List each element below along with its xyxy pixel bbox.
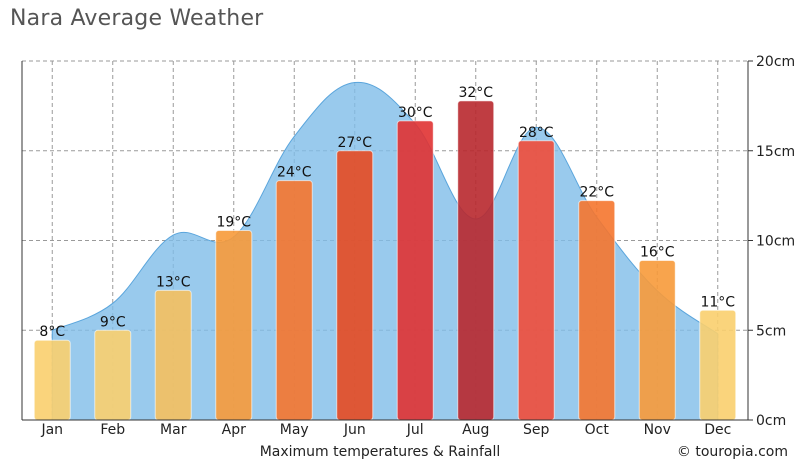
x-tick-label: May xyxy=(280,422,309,438)
x-tick-label: Dec xyxy=(704,422,731,438)
x-tick-label: Feb xyxy=(100,422,125,438)
y-axis-tick-labels: 0cm 5cm 10cm 15cm 20cm xyxy=(748,54,795,429)
temperature-bar-jun xyxy=(336,150,374,421)
temperature-bar-jul xyxy=(396,120,434,421)
x-axis-tick-labels: Jan Feb Mar Apr May Jun Jul Aug Sep Oct Nov Dec xyxy=(40,422,731,438)
bar-value-label: 24°C xyxy=(277,165,312,181)
x-tick-label: Sep xyxy=(523,422,550,438)
x-tick-label: Mar xyxy=(160,422,187,438)
temperature-bar-sep xyxy=(517,140,555,421)
x-tick-label: Aug xyxy=(462,422,489,438)
temperature-bars xyxy=(33,100,737,421)
rainfall-area xyxy=(51,82,719,421)
x-axis-label: Maximum temperatures & Rainfall xyxy=(260,444,501,460)
rainfall-area-layer xyxy=(51,82,719,421)
bar-value-label: 16°C xyxy=(640,244,675,260)
temperature-bar-dec xyxy=(699,309,737,421)
x-tick-label: Jun xyxy=(343,422,366,438)
temperature-bar-may xyxy=(275,180,313,421)
temperature-bar-apr xyxy=(215,230,253,421)
bar-value-label: 9°C xyxy=(100,314,126,330)
x-tick-label: Jan xyxy=(40,422,63,438)
bar-value-label: 32°C xyxy=(458,85,493,101)
bar-value-label: 30°C xyxy=(398,105,433,121)
temperature-bar-nov xyxy=(638,259,676,421)
y-tick-label: 20cm xyxy=(756,54,795,70)
temperature-bar-labels: 8°C 9°C 13°C 19°C 24°C 27°C 30°C 32°C 28°C 22°C 16… xyxy=(39,85,735,340)
x-tick-label: Nov xyxy=(644,422,671,438)
bar-value-label: 28°C xyxy=(519,125,554,141)
bar-value-label: 13°C xyxy=(156,274,191,290)
x-tick-label: Oct xyxy=(585,422,610,438)
y-tick-label: 15cm xyxy=(756,144,795,160)
credit-text: © touropia.com xyxy=(677,444,788,460)
temperature-bar-oct xyxy=(578,200,616,421)
temperature-bar-aug xyxy=(457,100,495,421)
y-tick-label: 5cm xyxy=(756,323,786,339)
bar-value-label: 27°C xyxy=(337,135,372,151)
temperature-bar-jan xyxy=(33,339,71,421)
bar-value-label: 22°C xyxy=(579,185,614,201)
chart-title: Nara Average Weather xyxy=(10,6,264,31)
bar-value-label: 8°C xyxy=(39,324,65,340)
x-tick-label: Jul xyxy=(406,422,424,438)
bar-value-label: 19°C xyxy=(216,215,251,231)
temperature-bar-feb xyxy=(94,329,132,421)
y-tick-label: 10cm xyxy=(756,234,795,250)
temperature-bar-mar xyxy=(154,289,192,421)
x-tick-label: Apr xyxy=(222,422,246,438)
bar-value-label: 11°C xyxy=(700,294,735,310)
y-tick-label: 0cm xyxy=(756,413,786,429)
